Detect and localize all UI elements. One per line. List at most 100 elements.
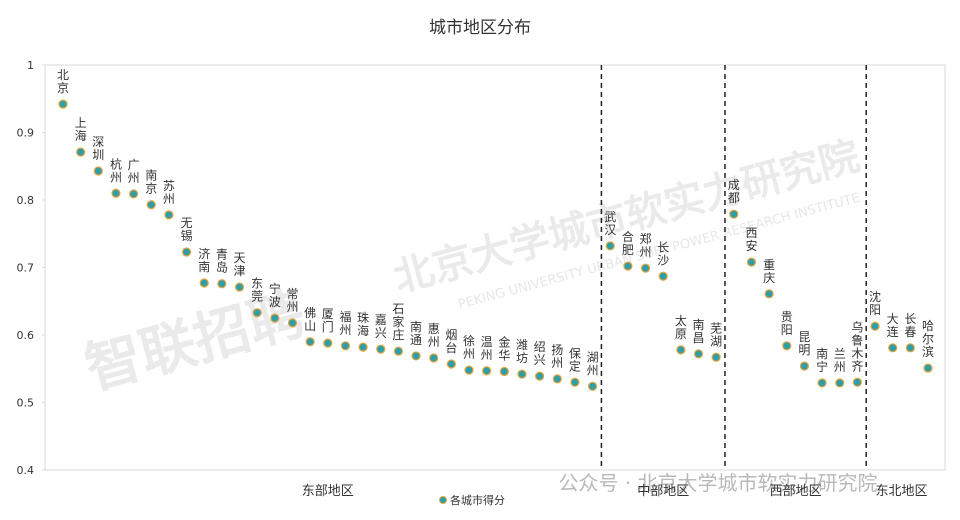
dot <box>76 147 86 157</box>
chart-title: 城市地区分布 <box>429 18 531 38</box>
dot <box>729 209 739 219</box>
dot <box>517 369 527 379</box>
city-label: 上海 <box>75 116 87 143</box>
city-label: 武汉 <box>604 210 616 237</box>
dot <box>782 341 792 351</box>
dot <box>640 263 651 273</box>
group-label: 东北地区 <box>876 484 928 499</box>
city-label: 徐州 <box>463 333 475 361</box>
dot <box>835 378 845 388</box>
city-label: 太原 <box>675 313 687 341</box>
y-tick-label: 0.6 <box>17 329 35 342</box>
dot <box>693 349 704 359</box>
city-label: 合肥 <box>622 229 634 257</box>
city-label: 扬州 <box>551 342 563 370</box>
dot <box>446 359 456 369</box>
city-label: 嘉兴 <box>375 313 387 340</box>
dot <box>552 374 562 384</box>
y-tick-label: 0.7 <box>17 262 35 275</box>
dot <box>535 371 545 381</box>
dot <box>852 377 862 387</box>
dot <box>870 321 880 331</box>
city-label: 济南 <box>198 246 210 274</box>
dot <box>340 341 351 351</box>
dot <box>799 361 810 371</box>
city-label: 烟台 <box>445 328 457 355</box>
dot <box>164 210 174 220</box>
dot <box>270 313 280 323</box>
watermark: 公众号 · 北京大学城市软实力研究院 <box>558 471 877 495</box>
city-label: 成都 <box>728 178 740 205</box>
dot <box>199 278 209 288</box>
city-label: 金华 <box>498 334 510 362</box>
dot <box>764 289 774 299</box>
city-label: 重庆 <box>763 258 775 285</box>
dot <box>305 337 315 347</box>
dot <box>129 189 139 199</box>
dot <box>323 338 333 348</box>
dot <box>376 344 386 354</box>
dot <box>217 279 227 289</box>
city-label: 石家庄 <box>392 302 404 342</box>
city-label: 惠州 <box>428 322 440 349</box>
city-label: 常州 <box>286 287 298 314</box>
city-label: 天津 <box>234 251 246 278</box>
dot <box>234 282 245 292</box>
y-tick-label: 0.8 <box>17 194 35 207</box>
dot <box>888 343 898 353</box>
city-label: 长沙 <box>657 240 669 267</box>
dot <box>482 366 492 376</box>
dot <box>287 318 298 328</box>
y-tick-label: 0.4 <box>17 464 35 477</box>
city-label: 兰州 <box>834 347 846 374</box>
dot <box>58 99 68 109</box>
dot <box>146 200 156 210</box>
dot <box>587 381 598 391</box>
y-tick-label: 0.5 <box>17 397 35 410</box>
city-label: 南宁 <box>816 346 828 374</box>
city-label: 厦门 <box>322 307 334 334</box>
city-label: 温州 <box>481 335 493 362</box>
legend-marker <box>439 496 447 504</box>
city-label: 昆明 <box>798 330 810 357</box>
city-label: 佛山 <box>304 306 316 333</box>
city-label: 深圳 <box>92 135 104 162</box>
dot <box>252 308 262 318</box>
city-label: 青岛 <box>216 248 228 275</box>
city-label: 芜湖 <box>710 321 722 348</box>
city-label: 贵阳 <box>781 310 793 337</box>
dot <box>676 345 686 355</box>
city-label: 绍兴 <box>534 340 546 367</box>
city-label: 杭州 <box>110 156 122 184</box>
legend-label: 各城市得分 <box>450 493 505 507</box>
city-label: 珠海 <box>357 311 369 338</box>
city-label: 乌鲁木齐 <box>851 319 863 373</box>
city-label: 大连 <box>887 312 899 339</box>
city-label: 南京 <box>145 168 157 196</box>
dot <box>658 271 668 281</box>
dot <box>746 257 757 267</box>
dot <box>711 352 721 362</box>
dot <box>817 378 827 388</box>
dot <box>181 247 192 257</box>
dot <box>605 241 615 251</box>
city-label: 苏州 <box>163 179 175 206</box>
dot <box>464 365 474 375</box>
city-label: 南昌 <box>693 317 705 345</box>
dot <box>905 343 915 353</box>
group-label: 东部地区 <box>302 484 354 499</box>
dot <box>411 351 421 361</box>
dot <box>111 188 121 198</box>
city-label: 福州 <box>339 309 351 337</box>
dot <box>570 377 580 387</box>
city-label: 沈阳 <box>869 289 881 317</box>
city-label: 无锡 <box>181 216 193 243</box>
city-label: 长春 <box>904 312 916 339</box>
y-tick-label: 0.9 <box>17 127 35 140</box>
dot <box>923 363 933 373</box>
city-label: 北京 <box>57 68 69 95</box>
dot <box>623 261 633 271</box>
city-label: 宁波 <box>269 281 281 309</box>
dot <box>499 366 509 377</box>
